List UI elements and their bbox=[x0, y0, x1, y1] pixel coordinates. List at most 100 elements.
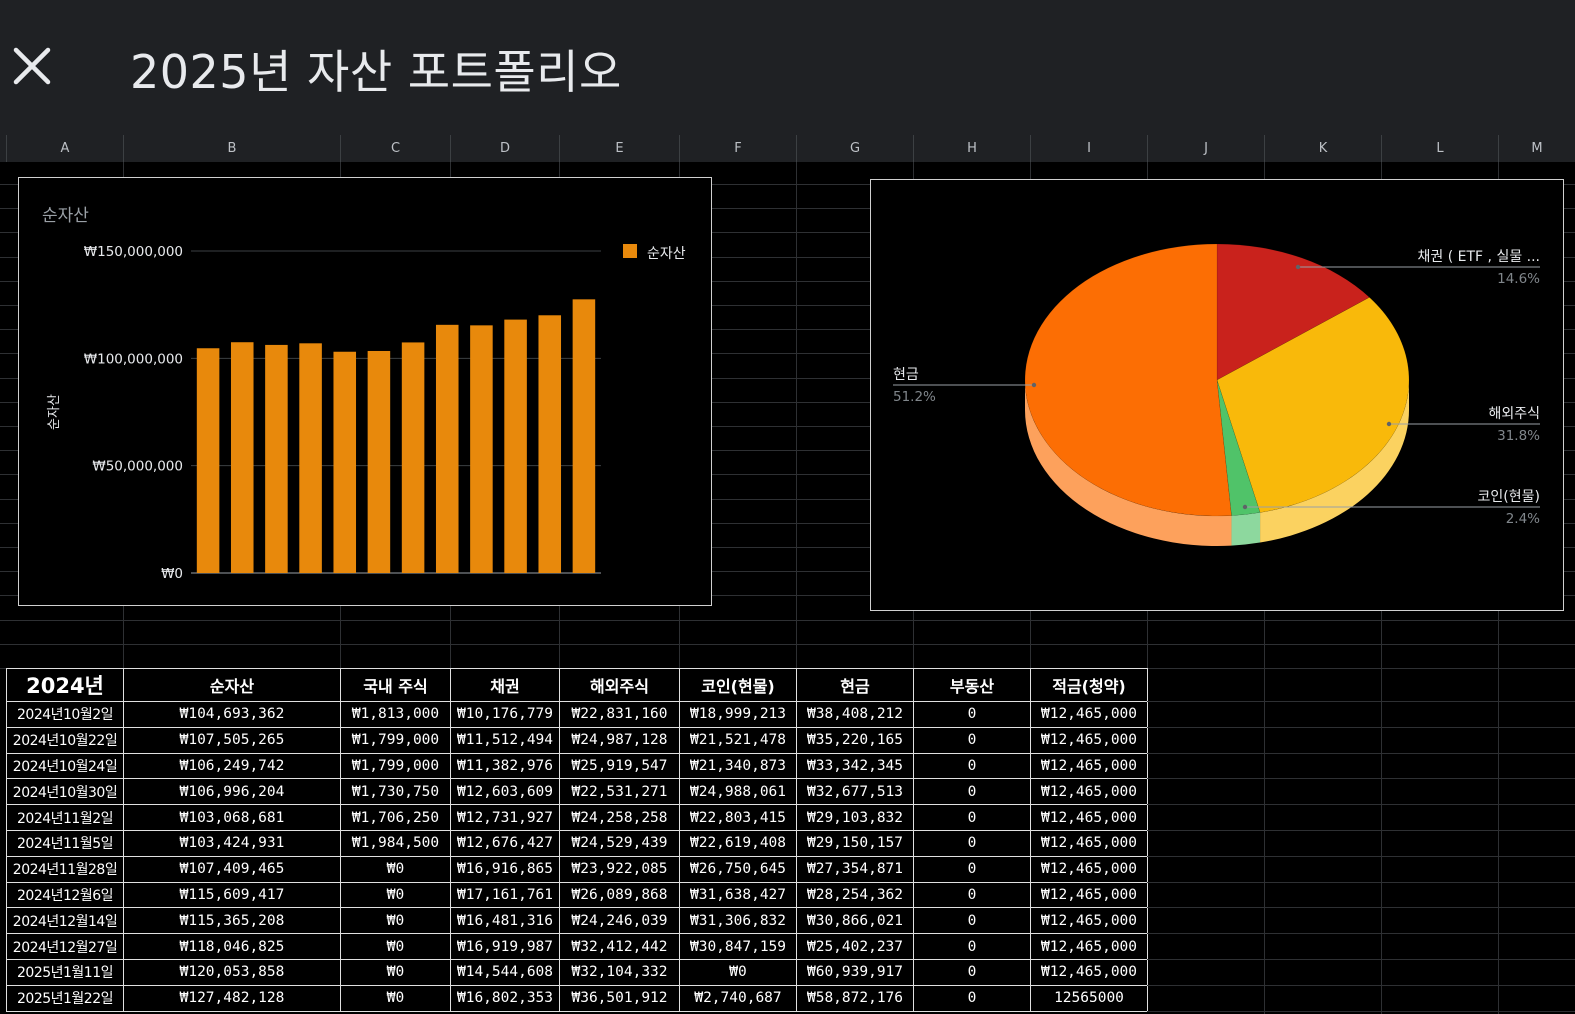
table-cell[interactable]: 0 bbox=[913, 933, 1031, 960]
table-cell[interactable]: ₩0 bbox=[340, 907, 451, 935]
table-cell[interactable]: ₩58,872,176 bbox=[796, 984, 914, 1012]
bar[interactable] bbox=[299, 343, 322, 573]
table-cell[interactable]: ₩115,365,208 bbox=[123, 907, 341, 935]
table-cell[interactable]: ₩29,150,157 bbox=[796, 829, 914, 857]
table-header-cell[interactable]: 적금(청약) bbox=[1030, 668, 1148, 702]
bar[interactable] bbox=[230, 342, 254, 573]
table-cell[interactable]: ₩24,246,039 bbox=[559, 907, 680, 935]
table-cell[interactable]: ₩12,465,000 bbox=[1030, 701, 1148, 728]
table-cell[interactable]: ₩1,706,250 bbox=[340, 804, 451, 831]
table-cell[interactable]: ₩26,089,868 bbox=[559, 881, 680, 909]
date-cell[interactable]: 2024년10월2일 bbox=[6, 701, 124, 728]
table-cell[interactable]: ₩18,999,213 bbox=[679, 701, 797, 728]
bar[interactable] bbox=[538, 315, 562, 573]
table-cell[interactable]: ₩24,987,128 bbox=[559, 726, 680, 754]
table-cell[interactable]: ₩0 bbox=[340, 984, 451, 1012]
table-cell[interactable]: ₩1,730,750 bbox=[340, 778, 451, 806]
table-cell[interactable]: ₩12,465,000 bbox=[1030, 829, 1148, 857]
pie-slice[interactable] bbox=[1216, 243, 1370, 381]
table-cell[interactable]: ₩12,465,000 bbox=[1030, 804, 1148, 831]
table-cell[interactable]: 0 bbox=[913, 778, 1031, 806]
table-cell[interactable]: 0 bbox=[913, 855, 1031, 883]
table-header-cell[interactable]: 해외주식 bbox=[559, 668, 680, 702]
table-cell[interactable]: ₩12,465,000 bbox=[1030, 958, 1148, 986]
table-cell[interactable]: ₩30,847,159 bbox=[679, 933, 797, 960]
table-cell[interactable]: ₩22,619,408 bbox=[679, 829, 797, 857]
table-cell[interactable]: ₩21,521,478 bbox=[679, 726, 797, 754]
table-cell[interactable]: ₩11,382,976 bbox=[450, 752, 560, 780]
date-cell[interactable]: 2024년11월5일 bbox=[6, 829, 124, 857]
table-cell[interactable]: ₩115,609,417 bbox=[123, 881, 341, 909]
column-header-k[interactable]: K bbox=[1264, 135, 1381, 162]
table-cell[interactable]: ₩11,512,494 bbox=[450, 726, 560, 754]
table-cell[interactable]: ₩21,340,873 bbox=[679, 752, 797, 780]
date-cell[interactable]: 2024년12월6일 bbox=[6, 881, 124, 909]
column-header-l[interactable]: L bbox=[1381, 135, 1498, 162]
table-cell[interactable]: ₩16,916,865 bbox=[450, 855, 560, 883]
date-cell[interactable]: 2024년12월27일 bbox=[6, 933, 124, 960]
table-cell[interactable]: 12565000 bbox=[1030, 984, 1148, 1012]
bar[interactable] bbox=[333, 351, 357, 573]
column-header-d[interactable]: D bbox=[450, 135, 559, 162]
table-cell[interactable]: ₩23,922,085 bbox=[559, 855, 680, 883]
table-cell[interactable]: 0 bbox=[913, 804, 1031, 831]
table-cell[interactable]: ₩10,176,779 bbox=[450, 701, 560, 728]
table-cell[interactable]: 0 bbox=[913, 958, 1031, 986]
table-cell[interactable]: ₩0 bbox=[340, 958, 451, 986]
table-cell[interactable]: ₩0 bbox=[340, 933, 451, 960]
asset-allocation-pie-chart[interactable]: 채권 ( ETF , 실물 ... 14.6% 해외주식 31.8% 코인(현물) 2.4… bbox=[870, 179, 1564, 611]
table-cell[interactable]: ₩1,799,000 bbox=[340, 726, 451, 754]
close-icon[interactable] bbox=[10, 44, 54, 88]
table-cell[interactable]: ₩1,813,000 bbox=[340, 701, 451, 728]
table-cell[interactable]: ₩17,161,761 bbox=[450, 881, 560, 909]
table-cell[interactable]: 0 bbox=[913, 752, 1031, 780]
table-cell[interactable]: ₩32,104,332 bbox=[559, 958, 680, 986]
table-cell[interactable]: ₩25,919,547 bbox=[559, 752, 680, 780]
bar[interactable] bbox=[367, 350, 391, 573]
date-cell[interactable]: 2024년10월24일 bbox=[6, 752, 124, 780]
table-cell[interactable]: ₩32,677,513 bbox=[796, 778, 914, 806]
table-cell[interactable]: ₩33,342,345 bbox=[796, 752, 914, 780]
table-cell[interactable]: ₩127,482,128 bbox=[123, 984, 341, 1012]
table-cell[interactable]: ₩103,068,681 bbox=[123, 804, 341, 831]
table-cell[interactable]: ₩12,731,927 bbox=[450, 804, 560, 831]
date-cell[interactable]: 2024년10월30일 bbox=[6, 778, 124, 806]
table-cell[interactable]: ₩16,481,316 bbox=[450, 907, 560, 935]
table-cell[interactable]: ₩16,919,987 bbox=[450, 933, 560, 960]
column-header-h[interactable]: H bbox=[913, 135, 1030, 162]
table-cell[interactable]: ₩12,465,000 bbox=[1030, 752, 1148, 780]
bar[interactable] bbox=[572, 299, 596, 573]
column-header-c[interactable]: C bbox=[340, 135, 450, 162]
table-cell[interactable]: ₩12,603,609 bbox=[450, 778, 560, 806]
date-cell[interactable]: 2025년1월11일 bbox=[6, 958, 124, 986]
column-header-b[interactable]: B bbox=[123, 135, 340, 162]
table-cell[interactable]: ₩22,803,415 bbox=[679, 804, 797, 831]
date-cell[interactable]: 2025년1월22일 bbox=[6, 984, 124, 1012]
table-cell[interactable]: ₩14,544,608 bbox=[450, 958, 560, 986]
table-cell[interactable]: ₩31,638,427 bbox=[679, 881, 797, 909]
column-header-m[interactable]: M bbox=[1498, 135, 1575, 162]
date-cell[interactable]: 2024년10월22일 bbox=[6, 726, 124, 754]
column-header-e[interactable]: E bbox=[559, 135, 679, 162]
table-cell[interactable]: ₩22,531,271 bbox=[559, 778, 680, 806]
table-cell[interactable]: ₩12,465,000 bbox=[1030, 778, 1148, 806]
table-cell[interactable]: ₩16,802,353 bbox=[450, 984, 560, 1012]
table-cell[interactable]: ₩106,249,742 bbox=[123, 752, 341, 780]
bar[interactable] bbox=[196, 348, 220, 573]
date-cell[interactable]: 2024년12월14일 bbox=[6, 907, 124, 935]
table-cell[interactable]: ₩107,505,265 bbox=[123, 726, 341, 754]
table-cell[interactable]: ₩36,501,912 bbox=[559, 984, 680, 1012]
table-cell[interactable]: ₩12,676,427 bbox=[450, 829, 560, 857]
table-cell[interactable]: ₩107,409,465 bbox=[123, 855, 341, 883]
table-cell[interactable]: ₩0 bbox=[679, 958, 797, 986]
table-cell[interactable]: 0 bbox=[913, 907, 1031, 935]
table-cell[interactable]: ₩29,103,832 bbox=[796, 804, 914, 831]
pie-slice[interactable] bbox=[1216, 379, 1261, 516]
table-cell[interactable]: ₩103,424,931 bbox=[123, 829, 341, 857]
table-cell[interactable]: 0 bbox=[913, 984, 1031, 1012]
column-header-f[interactable]: F bbox=[679, 135, 796, 162]
column-header-i[interactable]: I bbox=[1030, 135, 1147, 162]
table-cell[interactable]: 0 bbox=[913, 829, 1031, 857]
table-cell[interactable]: ₩104,693,362 bbox=[123, 701, 341, 728]
table-header-cell[interactable]: 국내 주식 bbox=[340, 668, 451, 702]
